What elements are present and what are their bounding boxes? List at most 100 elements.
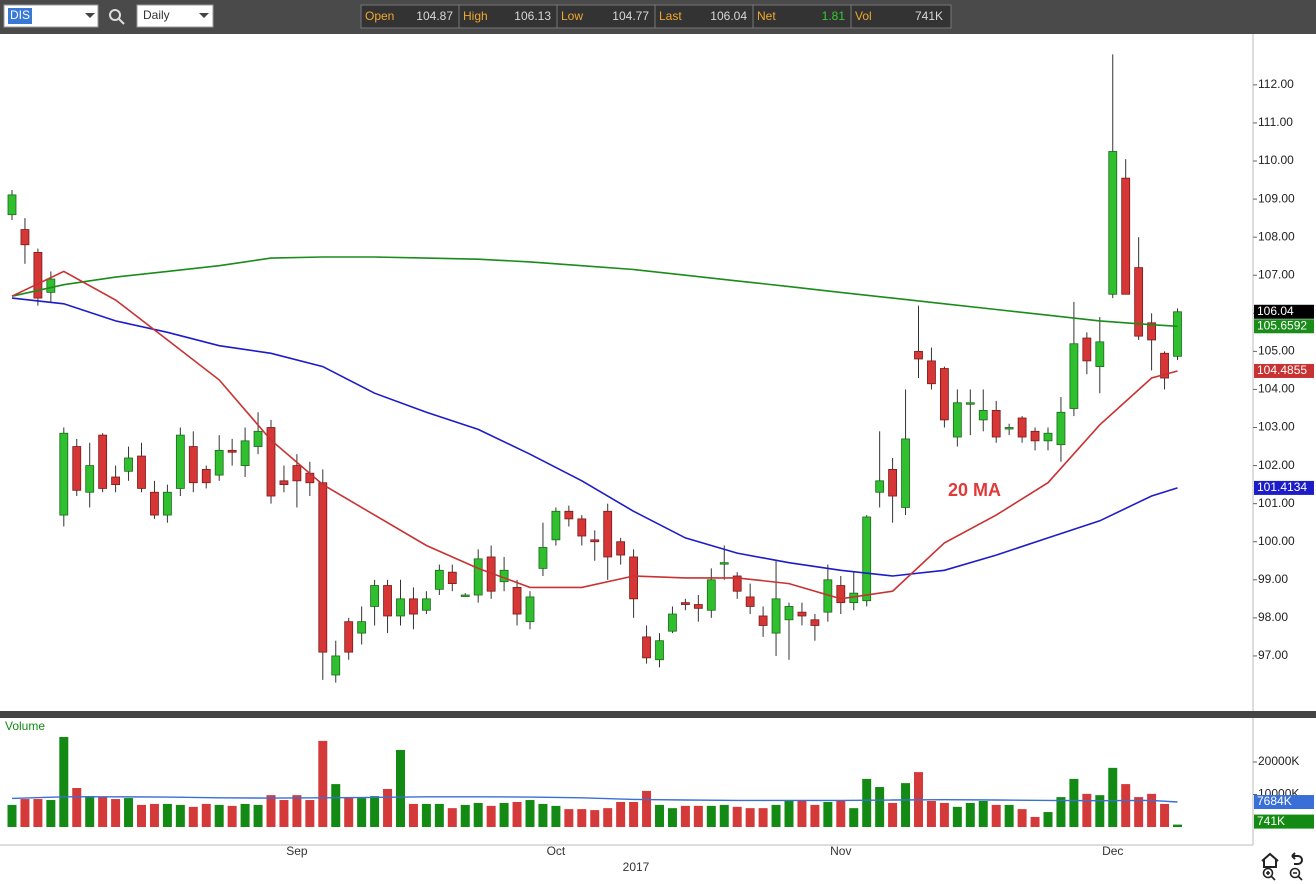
volume-bar bbox=[732, 806, 742, 827]
interval-select[interactable] bbox=[136, 4, 214, 28]
volume-bar bbox=[279, 800, 289, 827]
volume-bar bbox=[20, 799, 30, 827]
volume-bar bbox=[978, 801, 988, 827]
candle-body bbox=[383, 585, 392, 617]
volume-bar bbox=[72, 788, 82, 827]
candle-body bbox=[473, 558, 483, 596]
search-icon[interactable] bbox=[109, 9, 121, 21]
candle-body bbox=[85, 465, 95, 493]
volume-bar bbox=[551, 805, 561, 827]
home-icon[interactable] bbox=[1261, 852, 1279, 868]
price-tag-label: 741K bbox=[1257, 814, 1285, 828]
candle-body bbox=[797, 611, 807, 617]
y-tick-label: 100.00 bbox=[1258, 534, 1295, 548]
candle-body bbox=[111, 476, 120, 486]
candle-body bbox=[162, 491, 172, 516]
candle-body bbox=[538, 547, 548, 569]
volume-bar bbox=[888, 802, 898, 827]
y-tick-label: 101.00 bbox=[1258, 496, 1295, 510]
candle-body bbox=[344, 621, 354, 653]
y-tick-label: 104.00 bbox=[1258, 382, 1295, 396]
candle-body bbox=[188, 446, 198, 484]
candle-body bbox=[758, 615, 768, 626]
undo-icon[interactable] bbox=[1291, 852, 1303, 865]
volume-bar bbox=[823, 801, 833, 827]
candle-body bbox=[655, 640, 664, 661]
candle-body bbox=[629, 556, 638, 600]
candle-body bbox=[1043, 432, 1053, 442]
candle-body bbox=[227, 449, 237, 453]
dropdown-arrow[interactable] bbox=[85, 13, 95, 18]
y-tick-label: 108.00 bbox=[1258, 229, 1295, 243]
candle-body bbox=[33, 251, 43, 299]
candle-body bbox=[1069, 343, 1079, 409]
volume-bar bbox=[396, 749, 405, 827]
y-tick-label: 110.00 bbox=[1258, 153, 1294, 167]
zoom-in-icon[interactable] bbox=[1262, 867, 1274, 879]
price-tag bbox=[1254, 795, 1314, 810]
volume-bar bbox=[1069, 778, 1079, 827]
candle-body bbox=[888, 468, 897, 497]
candle-body bbox=[292, 465, 302, 482]
candle-body bbox=[590, 539, 600, 543]
volume-bar bbox=[771, 804, 781, 827]
volume-bar bbox=[1173, 824, 1182, 827]
y-tick-label: 98.00 bbox=[1258, 610, 1288, 624]
volume-bar bbox=[577, 809, 587, 827]
candle-body bbox=[719, 562, 729, 565]
volume-bar bbox=[849, 808, 859, 827]
quote-value: 106.13 bbox=[514, 9, 551, 23]
price-tag bbox=[1254, 304, 1314, 319]
volume-bar bbox=[991, 804, 1001, 827]
volume-bar bbox=[512, 801, 522, 827]
x-tick-label: Nov bbox=[830, 844, 851, 858]
quote-value: 741K bbox=[915, 9, 943, 23]
candle-body bbox=[603, 510, 613, 558]
quote-label: High bbox=[463, 9, 488, 23]
annotation: 20 MA bbox=[948, 480, 1001, 500]
candle-body bbox=[940, 368, 949, 421]
price-tag-label: 104.4855 bbox=[1257, 363, 1307, 377]
candle-body bbox=[784, 606, 794, 621]
candle-body bbox=[150, 491, 159, 516]
candle-body bbox=[512, 587, 522, 615]
volume-bar bbox=[98, 797, 108, 827]
volume-bar bbox=[111, 799, 121, 827]
panel-divider bbox=[0, 711, 1316, 718]
candle-body bbox=[72, 446, 82, 491]
candle-body bbox=[1056, 411, 1066, 446]
volume-bar bbox=[331, 784, 341, 827]
volume-bar bbox=[305, 800, 315, 827]
volume-bar bbox=[408, 803, 418, 827]
volume-bar bbox=[1043, 812, 1053, 827]
price-tag-label: 7684K bbox=[1257, 794, 1292, 808]
volume-bar bbox=[836, 801, 846, 827]
candle-body bbox=[1173, 311, 1182, 357]
volume-bar bbox=[473, 802, 483, 827]
candle-body bbox=[901, 438, 910, 508]
volume-bar bbox=[965, 802, 975, 827]
x-tick-label: Dec bbox=[1102, 844, 1123, 858]
volume-bar bbox=[719, 804, 729, 827]
zoom-in-glyph bbox=[1266, 871, 1276, 881]
quote-label: Low bbox=[561, 9, 583, 23]
zoom-out-icon[interactable] bbox=[1289, 867, 1301, 879]
volume-bar bbox=[7, 804, 17, 827]
candle-body bbox=[693, 604, 703, 609]
volume-bar bbox=[318, 740, 328, 827]
dropdown-arrow[interactable] bbox=[199, 13, 209, 18]
price-tag bbox=[1254, 319, 1314, 334]
interval: Daily bbox=[143, 8, 170, 22]
candle-body bbox=[952, 402, 962, 438]
volume-bar bbox=[1095, 795, 1105, 827]
candle-body bbox=[1108, 151, 1118, 295]
candle-body bbox=[318, 482, 328, 653]
y-tick-label: 107.00 bbox=[1258, 267, 1295, 281]
candle-body bbox=[732, 575, 742, 592]
volume-bar bbox=[499, 802, 509, 827]
candle-body bbox=[1095, 341, 1105, 367]
volume-bar bbox=[1004, 804, 1014, 827]
candle-body bbox=[642, 636, 651, 659]
candle-body bbox=[266, 427, 276, 497]
volume-bar bbox=[1017, 809, 1027, 827]
